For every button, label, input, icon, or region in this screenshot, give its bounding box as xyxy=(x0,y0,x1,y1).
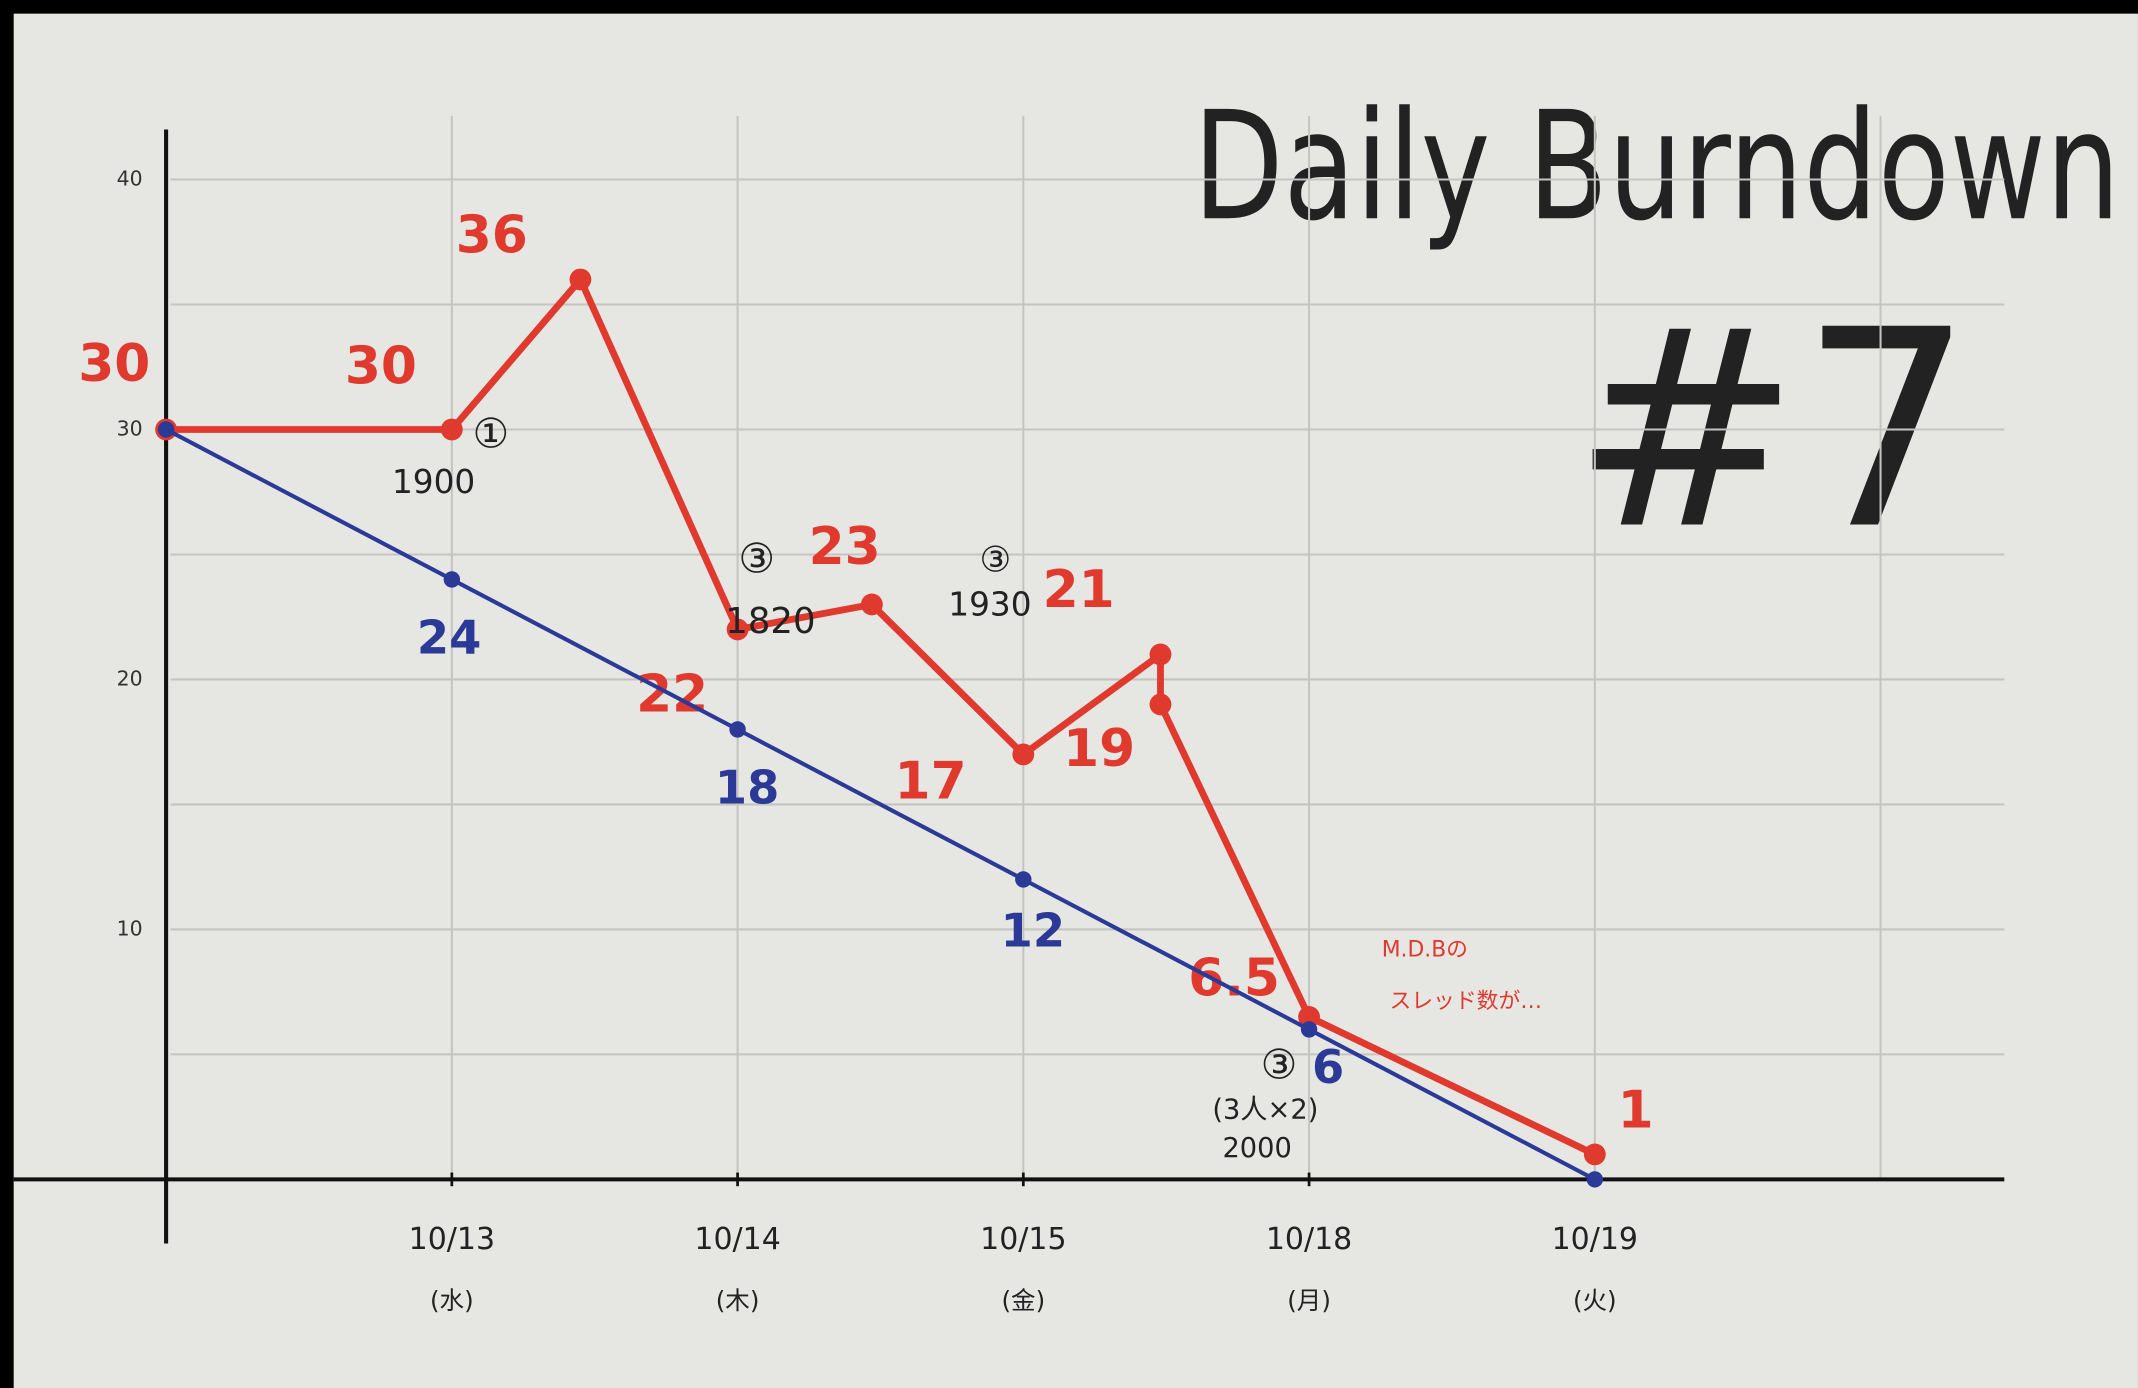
data-point xyxy=(1149,693,1172,716)
data-label: 19 xyxy=(1063,719,1135,779)
y-tick-label: 10 xyxy=(117,916,143,940)
data-point xyxy=(729,721,746,738)
annotation: ① xyxy=(473,409,510,457)
series-line xyxy=(165,427,1596,1182)
annotation: ③ xyxy=(1261,1041,1298,1089)
data-point xyxy=(443,571,461,588)
x-weekday-label: (月) xyxy=(1287,1286,1331,1315)
x-tick-label: 10/15 xyxy=(980,1222,1066,1257)
data-label: 6.5 xyxy=(1188,948,1280,1008)
data-point xyxy=(726,618,749,641)
chart-title: Daily Burndown xyxy=(1193,80,2120,254)
annotation: 1930 xyxy=(948,586,1031,624)
data-point xyxy=(569,268,592,291)
data-point xyxy=(1583,1143,1606,1166)
data-point xyxy=(1012,743,1035,766)
x-tick-label: 10/14 xyxy=(694,1222,780,1257)
x-weekday-label: (金) xyxy=(1001,1286,1045,1315)
y-tick-label: 20 xyxy=(117,666,143,690)
annotation: ③ xyxy=(979,540,1011,581)
annotation: 2000 xyxy=(1222,1133,1291,1164)
y-tick-label: 40 xyxy=(117,167,143,191)
x-weekday-label: (水) xyxy=(430,1286,474,1315)
data-point xyxy=(1149,643,1172,666)
x-tick-label: 10/18 xyxy=(1266,1222,1352,1257)
data-point xyxy=(440,418,463,441)
data-label: 21 xyxy=(1043,560,1115,620)
data-label: 36 xyxy=(456,206,528,266)
annotation: (3人×2) xyxy=(1212,1095,1318,1126)
data-label: 1 xyxy=(1618,1080,1654,1140)
data-label: 6 xyxy=(1312,1040,1344,1094)
annotation: スレッド数が… xyxy=(1389,989,1542,1014)
annotation: ③ xyxy=(738,535,775,583)
annotation: 1900 xyxy=(392,463,475,501)
data-label: 23 xyxy=(809,517,881,577)
data-label: 17 xyxy=(895,751,967,811)
data-point xyxy=(1015,871,1032,888)
annotation: M.D.Bの xyxy=(1382,937,1468,962)
x-tick-label: 10/13 xyxy=(409,1222,495,1257)
data-label: 30 xyxy=(78,334,150,394)
data-label: 18 xyxy=(715,760,780,814)
x-weekday-label: (木) xyxy=(716,1286,760,1315)
series-line xyxy=(166,276,1597,1158)
annotation: 1820 xyxy=(725,601,815,642)
chart-subtitle: #7 xyxy=(1572,273,1974,590)
data-point xyxy=(860,593,883,616)
x-weekday-label: (火) xyxy=(1573,1286,1617,1315)
data-point xyxy=(1586,1171,1603,1188)
data-point xyxy=(157,421,175,438)
data-label: 24 xyxy=(417,610,482,664)
data-point xyxy=(1300,1021,1318,1038)
x-tick-label: 10/19 xyxy=(1552,1222,1638,1257)
y-tick-label: 30 xyxy=(117,416,143,440)
paper xyxy=(13,13,2138,1388)
data-label: 30 xyxy=(345,336,417,396)
data-label: 12 xyxy=(1001,903,1066,957)
data-point xyxy=(1298,1006,1320,1028)
